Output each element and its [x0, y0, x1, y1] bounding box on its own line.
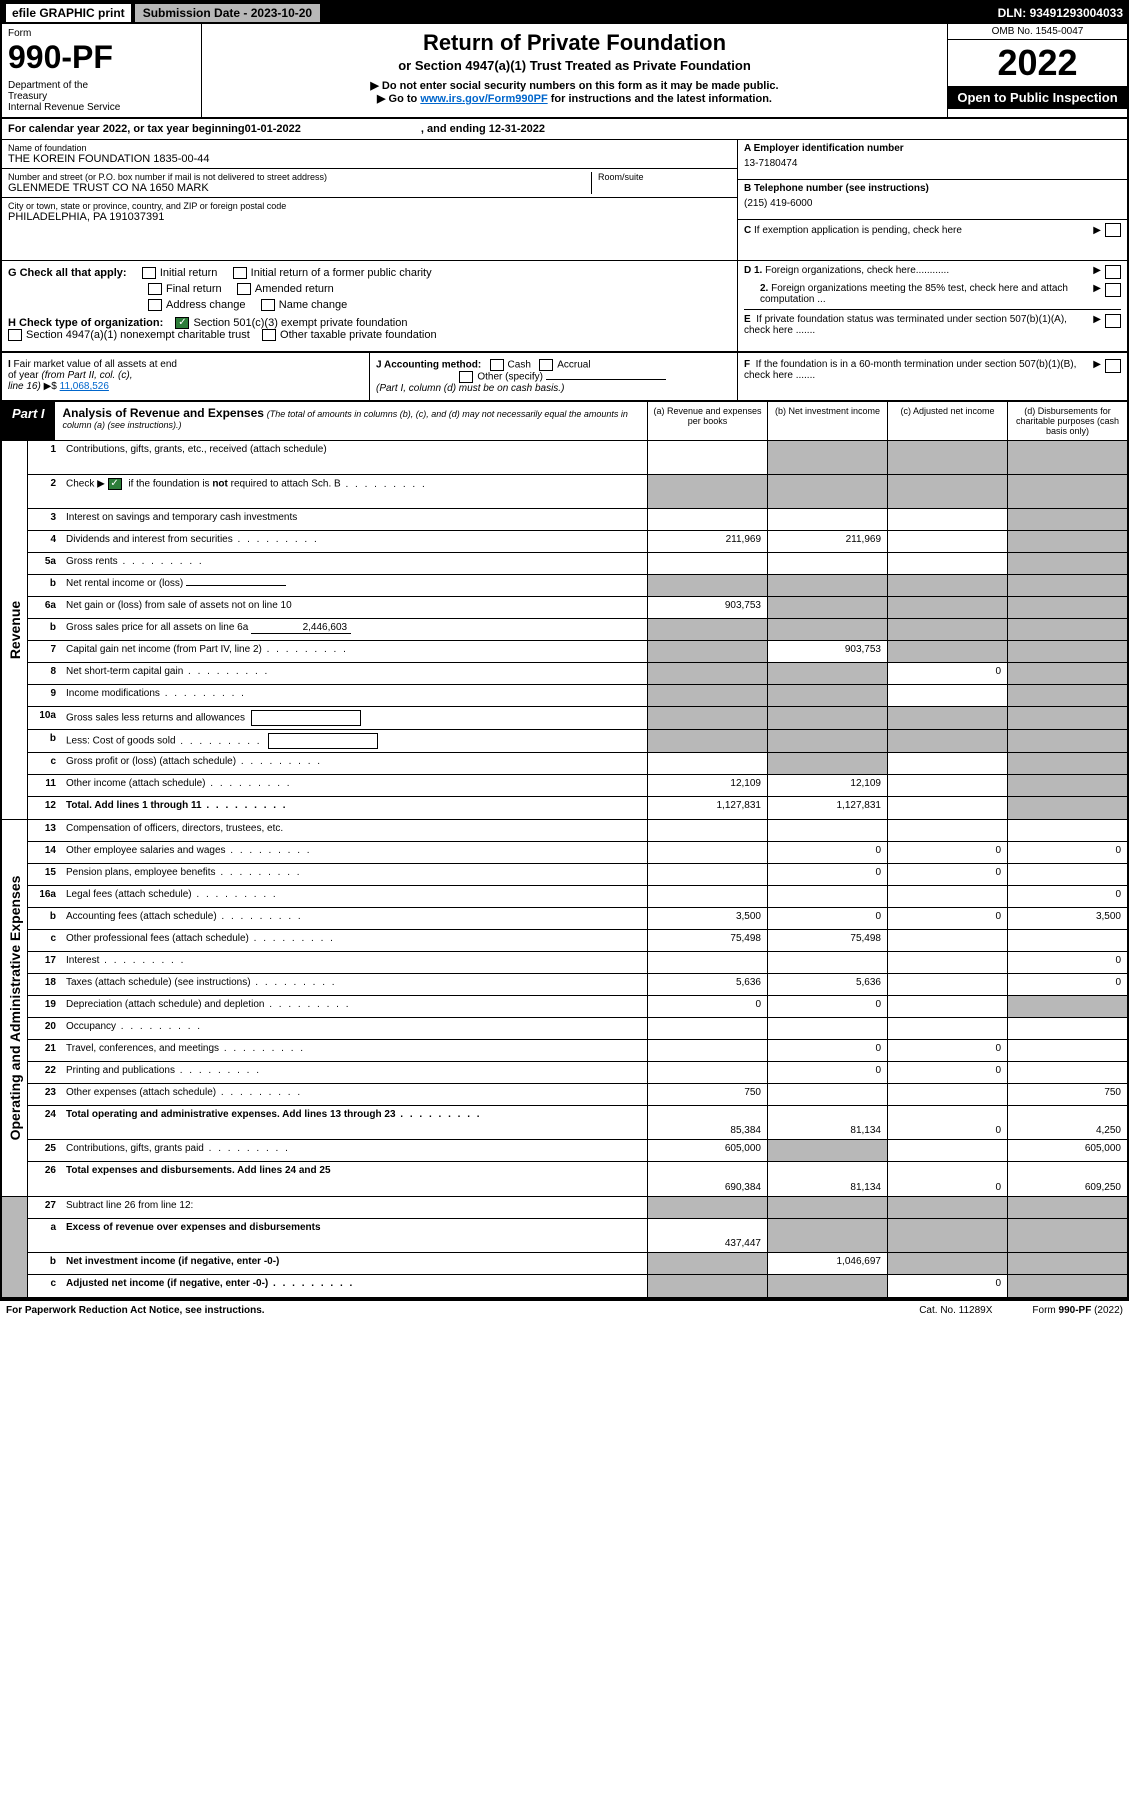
- top-bar: efile GRAPHIC print Submission Date - 20…: [2, 2, 1127, 24]
- revenue-side-label: Revenue: [7, 601, 23, 659]
- col-a-hdr: (a) Revenue and expenses per books: [647, 402, 767, 440]
- net-table: 27Subtract line 26 from line 12: aExcess…: [2, 1197, 1127, 1299]
- form-number: 990-PF: [8, 39, 195, 76]
- identity-block: Name of foundation THE KOREIN FOUNDATION…: [2, 140, 1127, 261]
- part1-label: Part I: [2, 402, 55, 440]
- col-b-hdr: (b) Net investment income: [767, 402, 887, 440]
- revenue-table: Revenue 1Contributions, gifts, grants, e…: [2, 441, 1127, 820]
- checkbox-name-change[interactable]: [261, 299, 275, 311]
- checkbox-initial-former[interactable]: [233, 267, 247, 279]
- tax-year: 2022: [948, 40, 1127, 86]
- checkbox-amended[interactable]: [237, 283, 251, 295]
- foundation-name: THE KOREIN FOUNDATION 1835-00-44: [8, 153, 731, 165]
- pra-notice: For Paperwork Reduction Act Notice, see …: [6, 1305, 265, 1316]
- phone-label: B Telephone number (see instructions): [744, 183, 1121, 194]
- checkbox-other-method[interactable]: [459, 371, 473, 383]
- expenses-table: Operating and Administrative Expenses 13…: [2, 820, 1127, 1197]
- name-label: Name of foundation: [8, 143, 731, 153]
- checks-block: G Check all that apply: Initial return I…: [2, 261, 1127, 352]
- g-row: G Check all that apply: Initial return I…: [8, 267, 731, 279]
- ein-label: A Employer identification number: [744, 143, 1121, 154]
- page-footer: For Paperwork Reduction Act Notice, see …: [0, 1301, 1129, 1320]
- c-label: If exemption application is pending, che…: [754, 225, 962, 236]
- ein-value: 13-7180474: [744, 154, 1121, 169]
- checkbox-e[interactable]: [1105, 314, 1121, 328]
- col-d-hdr: (d) Disbursements for charitable purpose…: [1007, 402, 1127, 440]
- form-note-1: ▶ Do not enter social security numbers o…: [208, 79, 941, 92]
- efile-badge: efile GRAPHIC print: [6, 4, 131, 22]
- i-j-row: I Fair market value of all assets at end…: [2, 352, 1127, 400]
- open-inspection: Open to Public Inspection: [948, 86, 1127, 109]
- form-note-2: ▶ Go to www.irs.gov/Form990PF for instru…: [208, 92, 941, 105]
- room-label: Room/suite: [598, 172, 731, 182]
- checkbox-schb[interactable]: [108, 478, 122, 490]
- form-subtitle: or Section 4947(a)(1) Trust Treated as P…: [208, 58, 941, 73]
- part1-header: Part I Analysis of Revenue and Expenses …: [2, 400, 1127, 441]
- form-label: Form: [8, 28, 195, 39]
- dept-label: Department of theTreasuryInternal Revenu…: [8, 80, 195, 113]
- submission-date: Submission Date - 2023-10-20: [135, 4, 320, 22]
- checkbox-final-return[interactable]: [148, 283, 162, 295]
- calendar-year-row: For calendar year 2022, or tax year begi…: [2, 119, 1127, 140]
- checkbox-cash[interactable]: [490, 359, 504, 371]
- city-label: City or town, state or province, country…: [8, 201, 731, 211]
- checkbox-address-change[interactable]: [148, 299, 162, 311]
- checkbox-d1[interactable]: [1105, 265, 1121, 279]
- checkbox-f[interactable]: [1105, 359, 1121, 373]
- dln: DLN: 93491293004033: [998, 6, 1123, 20]
- cat-no: Cat. No. 11289X: [919, 1305, 992, 1316]
- checkbox-d2[interactable]: [1105, 283, 1121, 297]
- phone-value: (215) 419-6000: [744, 194, 1121, 209]
- fmv-value[interactable]: 11,068,526: [60, 381, 109, 392]
- expenses-side-label: Operating and Administrative Expenses: [7, 876, 23, 1141]
- checkbox-initial-return[interactable]: [142, 267, 156, 279]
- checkbox-501c3[interactable]: [175, 317, 189, 329]
- checkbox-c[interactable]: [1105, 223, 1121, 237]
- form-ref: Form 990-PF (2022): [1032, 1305, 1123, 1316]
- street-address: GLENMEDE TRUST CO NA 1650 MARK: [8, 182, 591, 194]
- city-state-zip: PHILADELPHIA, PA 191037391: [8, 211, 731, 223]
- address-label: Number and street (or P.O. box number if…: [8, 172, 591, 182]
- checkbox-other-taxable[interactable]: [262, 329, 276, 341]
- omb-number: OMB No. 1545-0047: [948, 24, 1127, 40]
- checkbox-4947[interactable]: [8, 329, 22, 341]
- col-c-hdr: (c) Adjusted net income: [887, 402, 1007, 440]
- checkbox-accrual[interactable]: [539, 359, 553, 371]
- irs-link[interactable]: www.irs.gov/Form990PF: [420, 93, 547, 105]
- form-header: Form 990-PF Department of theTreasuryInt…: [2, 24, 1127, 119]
- form-title: Return of Private Foundation: [208, 30, 941, 56]
